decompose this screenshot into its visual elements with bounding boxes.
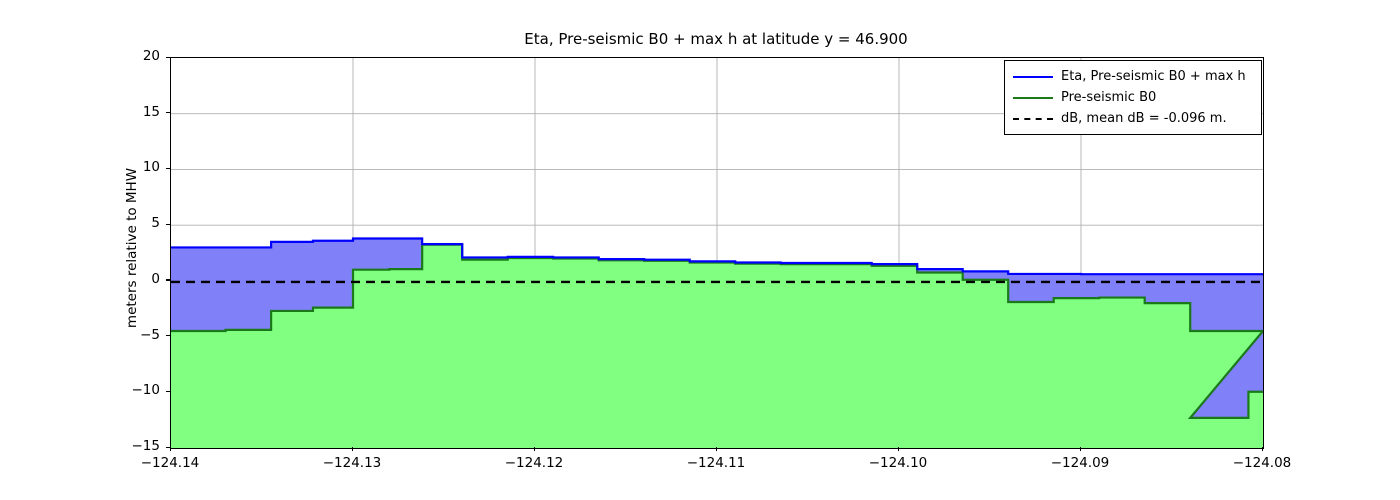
- x-tick-mark: [351, 447, 353, 451]
- x-tick-mark: [169, 447, 171, 451]
- y-tick-mark: [166, 390, 170, 392]
- y-tick-mark: [166, 223, 170, 225]
- legend-item: dB, mean dB = -0.096 m.: [1013, 108, 1253, 129]
- x-tick-mark: [533, 447, 535, 451]
- y-tick-mark: [166, 167, 170, 170]
- legend-label-db: dB, mean dB = -0.096 m.: [1061, 111, 1227, 126]
- legend-label-eta: Eta, Pre-seismic B0 + max h: [1061, 69, 1246, 84]
- legend-swatch-db: [1013, 113, 1053, 125]
- y-tick-label: 20: [142, 48, 160, 64]
- y-tick-mark: [166, 56, 170, 58]
- x-tick-mark: [715, 447, 717, 451]
- y-tick-mark: [166, 446, 170, 448]
- y-tick-label: 5: [151, 215, 160, 232]
- x-tick-mark: [1079, 447, 1081, 451]
- x-tick-mark: [897, 447, 899, 451]
- y-tick-mark: [166, 335, 170, 337]
- legend-item: Pre-seismic B0: [1013, 87, 1253, 108]
- legend: Eta, Pre-seismic B0 + max h Pre-seismic …: [1004, 60, 1262, 135]
- plot-area: [170, 57, 1264, 449]
- legend-label-b0: Pre-seismic B0: [1061, 90, 1157, 105]
- legend-swatch-b0: [1013, 92, 1053, 104]
- y-tick-label: 15: [142, 103, 160, 120]
- x-tick-label: −124.09: [1050, 455, 1110, 471]
- y-tick-label: 0: [151, 270, 160, 287]
- y-tick-label: −10: [131, 382, 161, 399]
- legend-item: Eta, Pre-seismic B0 + max h: [1013, 66, 1253, 87]
- y-tick-label: −5: [140, 326, 160, 343]
- x-tick-label: −124.13: [322, 455, 382, 471]
- y-tick-label: −15: [131, 438, 161, 454]
- x-tick-label: −124.08: [1232, 455, 1292, 471]
- x-tick-label: −124.11: [686, 455, 746, 471]
- x-tick-label: −124.14: [140, 455, 200, 471]
- x-tick-label: −124.10: [868, 455, 928, 471]
- x-tick-mark: [1261, 447, 1263, 451]
- x-tick-label: −124.12: [504, 455, 564, 471]
- y-tick-label: 10: [142, 159, 160, 176]
- chart-canvas: [171, 58, 1263, 448]
- chart-title: Eta, Pre-seismic B0 + max h at latitude …: [524, 30, 908, 48]
- y-tick-mark: [166, 279, 170, 281]
- legend-swatch-eta: [1013, 71, 1053, 83]
- y-tick-mark: [166, 112, 170, 114]
